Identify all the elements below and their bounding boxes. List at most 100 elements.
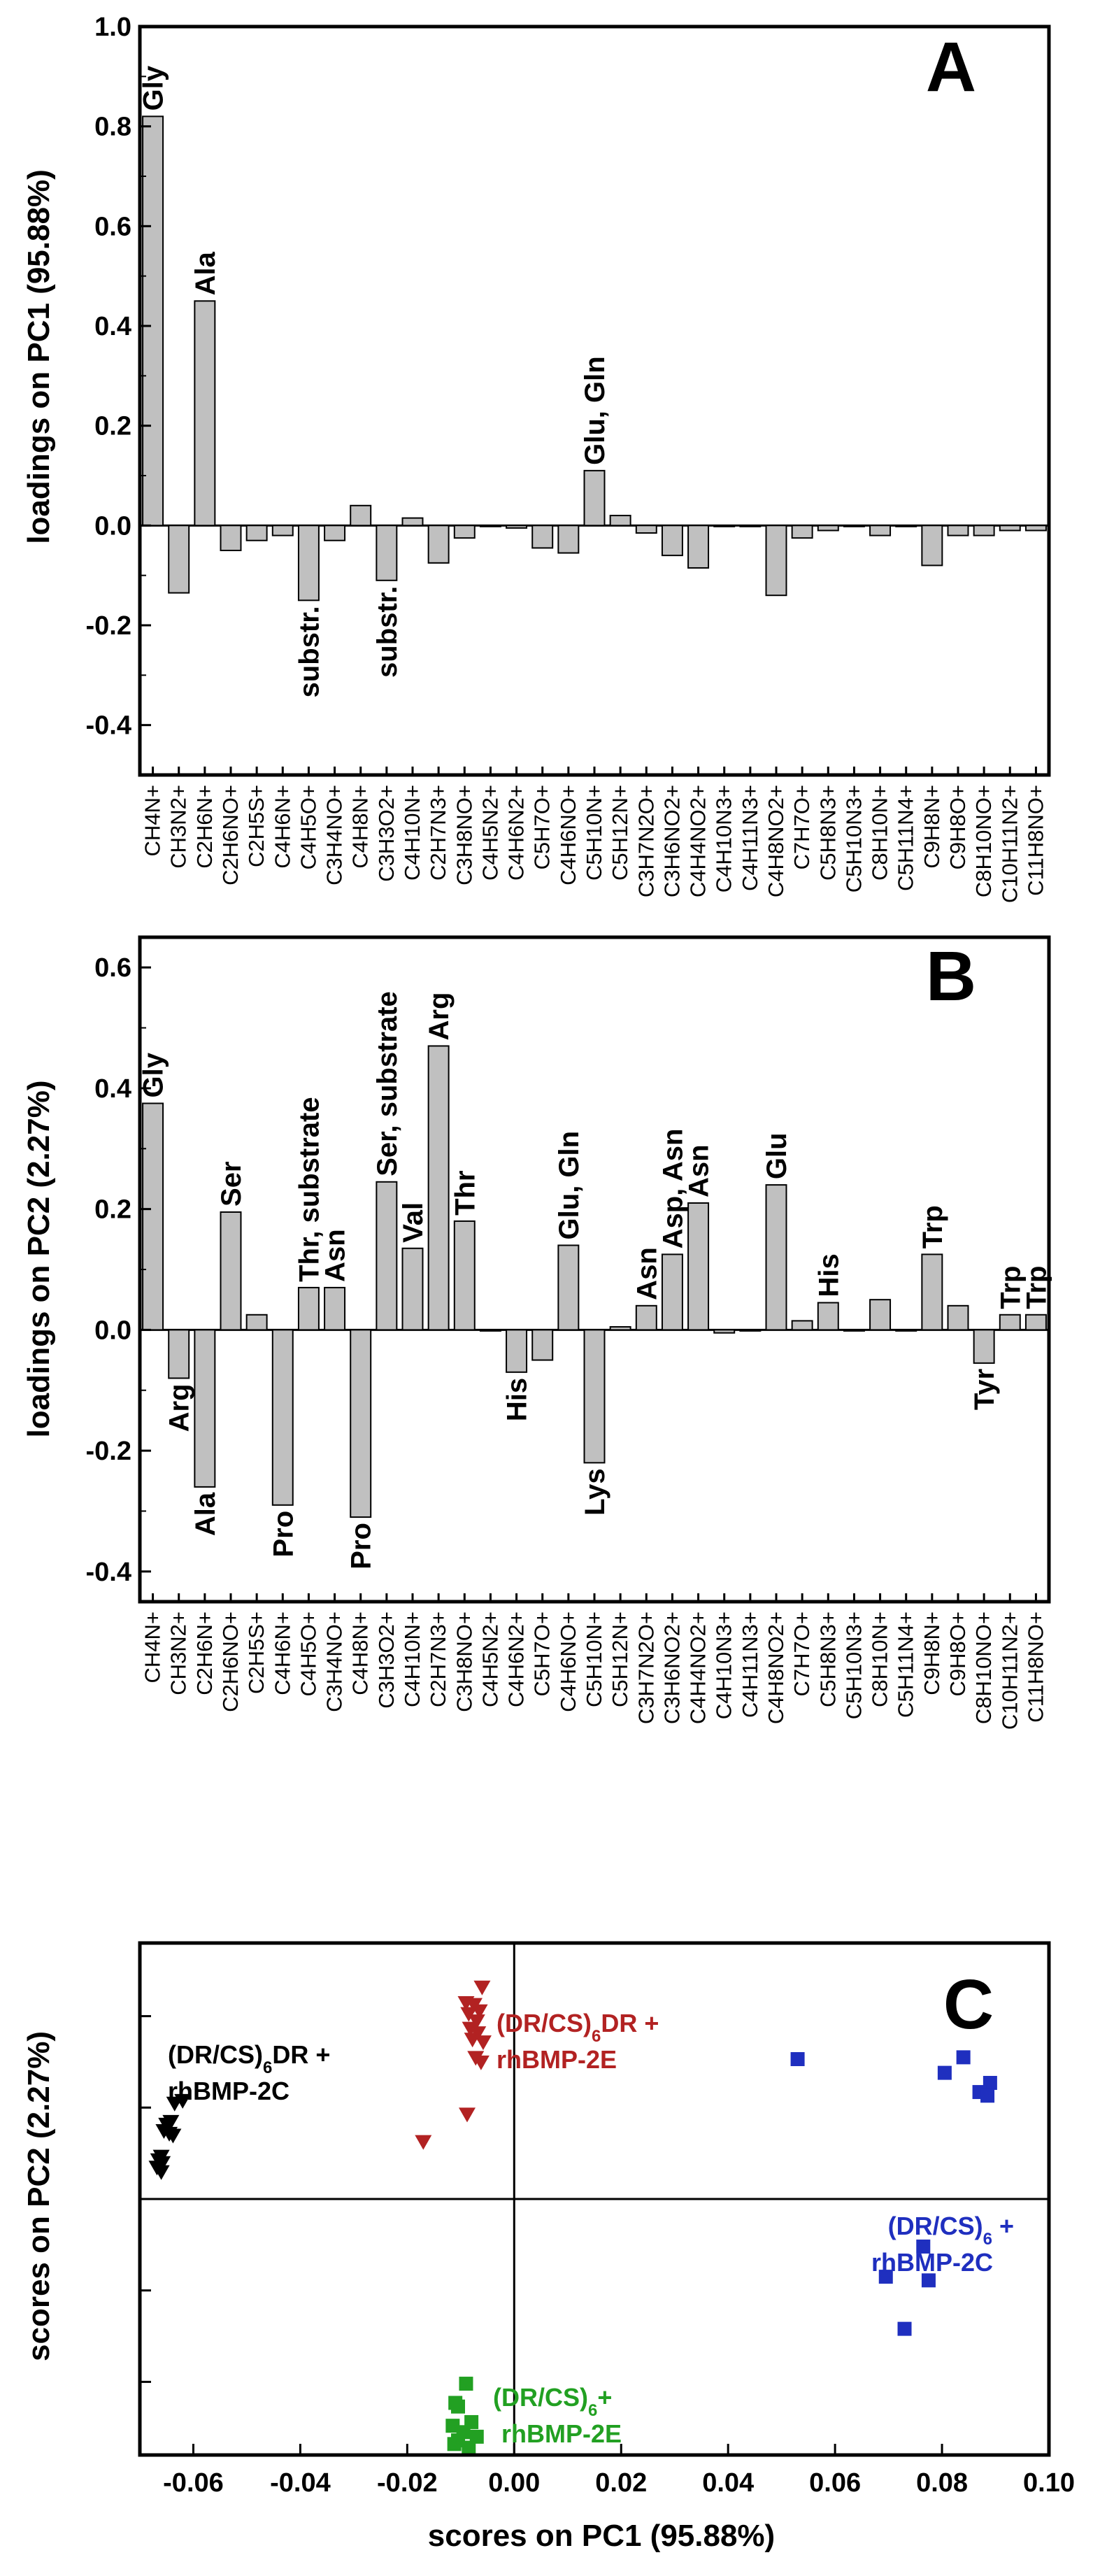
panel-b-x-tick-label: C3H3O2+	[374, 1611, 399, 1709]
panel-b-annotation: His	[502, 1378, 533, 1421]
panel-c-point-series-2	[474, 2035, 492, 2051]
panel-b-bar	[168, 1329, 190, 1379]
panel-a-x-tick-label: C8H10N+	[868, 785, 892, 881]
panel-a-y-tick-label: 0.0	[94, 511, 131, 541]
panel-c-point-series-2	[462, 2021, 479, 2037]
panel-b-loadings-pc2: loadings on PC2 (2.27%) B Gly Arg Ala Ser Pr…	[22, 935, 1052, 1730]
panel-c-point-series-3	[921, 2273, 936, 2288]
panel-b-annotation: Ala	[190, 1492, 221, 1536]
panel-a-bar	[194, 300, 216, 527]
panel-b-annotation: Glu, Gln	[554, 1131, 585, 1240]
panel-b-bar	[350, 1329, 372, 1518]
panel-b-bar	[843, 1329, 865, 1332]
panel-c-point-series-4	[451, 2399, 465, 2414]
panel-c-point-series-4	[447, 2437, 462, 2452]
panel-b-bar	[479, 1329, 501, 1332]
panel-a-x-tick-label: C2H5S+	[244, 785, 269, 867]
panel-b-bar	[1024, 1314, 1047, 1331]
panel-b-annotation: Arg	[424, 992, 455, 1041]
panel-b-bar	[531, 1329, 554, 1361]
panel-b-x-tick-label: C4H8NO2+	[764, 1611, 788, 1724]
panel-c-x-tick-label: 0.08	[916, 2468, 968, 2498]
panel-c-point-series-1	[166, 2096, 183, 2112]
panel-c-point-series-3	[790, 2052, 805, 2067]
panel-b-x-tick-label: CH3N2+	[166, 1611, 191, 1695]
panel-b-annotation: Asn	[320, 1229, 351, 1282]
panel-a-x-tick-label: C9H8O+	[945, 785, 970, 869]
panel-c-x-axis-label: scores on PC1 (95.88%)	[428, 2519, 775, 2553]
panel-b-bar	[583, 1329, 606, 1464]
panel-a-loadings-pc1: loadings on PC1 (95.88%) A Gly Ala substr.…	[22, 13, 1051, 903]
panel-a-x-tick-label: C5H10N+	[582, 785, 606, 881]
panel-b-bar	[609, 1326, 631, 1331]
panel-a-x-tick-label: C4H8NO2+	[764, 785, 788, 897]
panel-b-x-tick-label: C4H10N+	[400, 1611, 424, 1707]
panel-a-x-tick-label: C11H8NO+	[1023, 785, 1048, 896]
panel-c-point-series-3	[980, 2088, 995, 2103]
panel-b-bar	[506, 1329, 528, 1373]
panel-c-point-series-4	[462, 2440, 476, 2455]
panel-b-x-tick-label: C4H5O+	[296, 1611, 320, 1696]
panel-a-annotations: Gly Ala substr. substr. Glu, Gln	[138, 65, 610, 697]
panel-b-annotation: Ser	[216, 1161, 247, 1207]
panel-c-x-tick-label: 0.06	[809, 2468, 861, 2498]
panel-a-bar	[687, 525, 710, 569]
panel-a-x-tick-label: C2H6N+	[192, 785, 217, 869]
panel-b-x-tick-label: C4H6N2+	[504, 1611, 529, 1707]
panel-a-bar	[350, 504, 372, 527]
panel-b-y-tick-label: 0.4	[94, 1074, 131, 1104]
panel-b-bar	[999, 1314, 1021, 1331]
panel-a-bar	[947, 525, 969, 536]
panel-b-annotation: Asp, Asn	[657, 1129, 688, 1249]
panel-a-x-tick-label: C3H4NO+	[322, 785, 347, 885]
panel-a-bar	[427, 525, 450, 564]
panel-a-bar	[479, 525, 501, 527]
panel-a-bar	[895, 525, 917, 527]
panel-b-bar	[869, 1299, 892, 1331]
panel-c-x-tick-label: 0.04	[702, 2468, 754, 2498]
panel-c-series-label-line2: rhBMP-2E	[497, 2045, 617, 2074]
panel-b-x-tick-label: C4H4NO2+	[686, 1611, 710, 1724]
panel-a-bar	[661, 525, 683, 557]
panel-a-x-tick-label: C4H11N3+	[738, 785, 762, 891]
panel-b-bar	[921, 1253, 943, 1331]
panel-a-bar	[921, 525, 943, 567]
panel-a-y-tick-label: -0.4	[86, 711, 131, 741]
panel-a-x-tick-label: C5H10N3+	[841, 785, 866, 892]
panel-a-annotation: substr.	[372, 586, 403, 678]
panel-b-annotation: Thr	[450, 1170, 480, 1215]
panel-a-x-tick-label: C4H10N+	[400, 785, 424, 881]
panel-a-x-tick-label: C9H8N+	[920, 785, 944, 869]
panel-b-bar	[324, 1286, 346, 1331]
panel-b-y-axis-label: loadings on PC2 (2.27%)	[22, 1081, 56, 1438]
panel-b-annotation: Asn	[631, 1247, 662, 1300]
panel-b-annotation: Val	[398, 1202, 429, 1243]
panel-b-x-tick-label: C2H6NO+	[218, 1611, 243, 1712]
panel-b-bar	[947, 1304, 969, 1331]
panel-b-bar	[895, 1329, 917, 1332]
panel-b-x-tick-label: C9H8O+	[945, 1611, 970, 1696]
panel-a-x-tick-label: C7H7O+	[790, 785, 814, 869]
panel-c-series-label-line1: (DR/CS)6DR +	[497, 2009, 659, 2046]
panel-b-frame	[138, 935, 1051, 1604]
panel-b-y-tick-label: -0.4	[86, 1558, 131, 1587]
panel-a-x-tick-label: C5H8N3+	[815, 785, 840, 881]
panel-b-bar	[973, 1329, 995, 1364]
panel-a-bar	[999, 525, 1021, 532]
panel-b-annotation: Trp	[917, 1205, 948, 1248]
panel-b-annotation: Trp	[1021, 1266, 1052, 1309]
panel-a-bar	[609, 515, 631, 527]
panel-c-points	[148, 1980, 997, 2455]
panel-b-bar	[220, 1211, 242, 1331]
panel-c-x-tick-label: -0.04	[270, 2468, 331, 2498]
panel-c-x-tick-label: -0.02	[377, 2468, 438, 2498]
panel-a-bar	[635, 525, 657, 534]
panel-a-x-tick-label: C4H4NO2+	[686, 785, 710, 897]
panel-b-x-tick-label: C5H12N+	[608, 1611, 632, 1707]
panel-c-series-label-line2: rhBMP-2C	[871, 2248, 993, 2277]
panel-b-bar	[297, 1286, 320, 1331]
panel-a-frame	[138, 24, 1051, 777]
panel-a-bar	[843, 525, 865, 527]
panel-c-frame	[138, 1941, 1051, 2457]
